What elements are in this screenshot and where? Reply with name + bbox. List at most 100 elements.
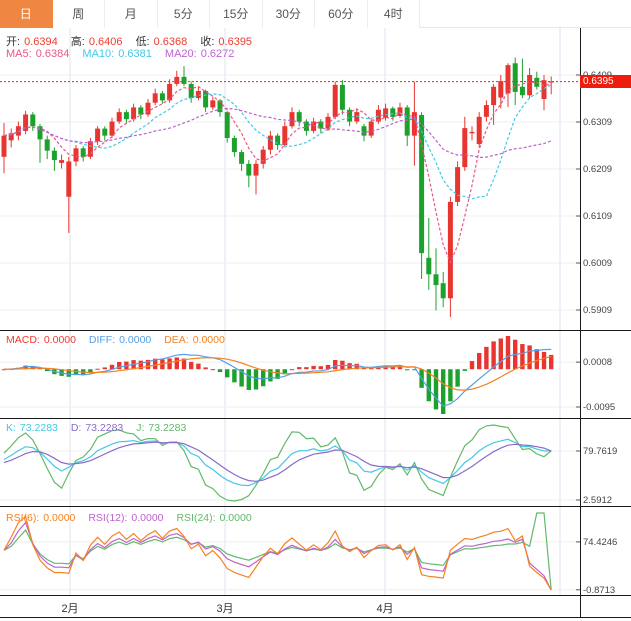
candle-body bbox=[210, 100, 216, 108]
candle-body bbox=[491, 86, 497, 106]
macd-bar bbox=[527, 345, 532, 370]
macd-bar bbox=[196, 363, 201, 370]
candle-body bbox=[260, 149, 266, 164]
candle-body bbox=[527, 75, 533, 96]
macd-bar bbox=[210, 369, 215, 371]
chart-svg: 0.64090.63090.62090.61090.60090.59090.00… bbox=[0, 28, 631, 618]
macd-bar bbox=[37, 368, 43, 370]
y-tick-label: 0.0008 bbox=[583, 357, 612, 368]
macd-bar bbox=[491, 341, 496, 370]
candle-body bbox=[66, 161, 72, 197]
macd-bar bbox=[253, 369, 259, 390]
macd-bar bbox=[117, 361, 122, 370]
candle-body bbox=[109, 121, 115, 136]
macd-bar bbox=[232, 369, 237, 383]
candle-body bbox=[512, 63, 518, 92]
candle-body bbox=[397, 107, 403, 116]
macd-bar bbox=[376, 367, 381, 370]
macd-bar bbox=[433, 369, 439, 410]
macd-bar bbox=[448, 369, 453, 402]
tab-15min[interactable]: 15分 bbox=[210, 0, 263, 28]
y-tick-label: 0.6009 bbox=[583, 258, 612, 269]
candle-body bbox=[383, 108, 389, 118]
indicator-line bbox=[3, 424, 552, 502]
macd-bar bbox=[45, 369, 50, 372]
macd-bar bbox=[549, 354, 554, 370]
candle-body bbox=[231, 137, 237, 153]
macd-bar bbox=[520, 344, 525, 370]
y-tick-label: 2.5912 bbox=[583, 495, 612, 506]
candle-body bbox=[462, 128, 468, 168]
tab-30min[interactable]: 30分 bbox=[262, 0, 315, 28]
macd-bar bbox=[318, 366, 323, 370]
candle-body bbox=[498, 81, 504, 98]
candle-body bbox=[159, 93, 165, 101]
candle-body bbox=[505, 65, 511, 94]
tab-4hour[interactable]: 4时 bbox=[367, 0, 420, 28]
candle-body bbox=[390, 108, 396, 117]
tab-week[interactable]: 周 bbox=[52, 0, 105, 28]
candle-body bbox=[116, 112, 122, 122]
tab-day[interactable]: 日 bbox=[0, 0, 53, 28]
period-tabbar: 日 周 月 5分 15分 30分 60分 4时 bbox=[0, 0, 631, 28]
indicator-line bbox=[3, 438, 552, 487]
macd-bar bbox=[167, 358, 172, 370]
candle-body bbox=[303, 121, 309, 131]
macd-bar bbox=[282, 369, 287, 375]
macd-bar bbox=[477, 352, 482, 370]
last-price-badge: 0.6395 bbox=[580, 75, 631, 89]
tab-month[interactable]: 月 bbox=[105, 0, 158, 28]
macd-bar bbox=[441, 369, 446, 414]
tab-5min[interactable]: 5分 bbox=[157, 0, 210, 28]
indicator-line bbox=[3, 441, 552, 482]
macd-bar bbox=[268, 369, 273, 382]
candle-body bbox=[246, 163, 252, 176]
candle-body bbox=[411, 112, 417, 136]
candle-body bbox=[483, 105, 489, 117]
candle-body bbox=[30, 114, 36, 127]
macd-bar bbox=[505, 336, 511, 370]
macd-bar bbox=[239, 369, 244, 387]
candle-body bbox=[541, 80, 547, 99]
y-tick-label: -0.0095 bbox=[583, 402, 615, 413]
candle-body bbox=[8, 133, 14, 141]
candle-body bbox=[239, 152, 245, 164]
indicator-line bbox=[3, 512, 552, 591]
candle-body bbox=[447, 201, 453, 299]
chart-canvas[interactable]: 0.64090.63090.62090.61090.60090.59090.00… bbox=[0, 28, 631, 621]
macd-bar bbox=[246, 369, 251, 390]
macd-bar bbox=[153, 358, 158, 370]
candle-body bbox=[23, 114, 29, 131]
candle-body bbox=[282, 126, 288, 146]
tab-60min[interactable]: 60分 bbox=[315, 0, 368, 28]
macd-bar bbox=[498, 338, 503, 370]
y-tick-label: 0.5909 bbox=[583, 305, 612, 316]
macd-bar bbox=[174, 357, 179, 370]
candle-body bbox=[87, 141, 93, 157]
macd-bar bbox=[66, 369, 71, 377]
macd-bar bbox=[181, 358, 187, 370]
candle-body bbox=[419, 114, 425, 254]
macd-bar bbox=[390, 367, 395, 370]
macd-bar bbox=[289, 369, 295, 371]
macd-bar bbox=[484, 346, 489, 370]
candle-body bbox=[174, 76, 180, 84]
y-tick-label: -0.8713 bbox=[583, 585, 615, 596]
macd-bar bbox=[354, 363, 359, 370]
candle-body bbox=[51, 150, 57, 161]
candle-body bbox=[455, 167, 461, 202]
candle-body bbox=[80, 148, 86, 157]
candle-body bbox=[361, 126, 367, 136]
candle-body bbox=[404, 107, 410, 136]
macd-bar bbox=[397, 366, 403, 370]
candle-body bbox=[296, 112, 302, 122]
macd-bar bbox=[426, 369, 431, 402]
candle-body bbox=[548, 81, 554, 83]
candle-body bbox=[188, 83, 194, 99]
candle-body bbox=[181, 76, 187, 84]
candle-body bbox=[44, 139, 50, 151]
y-tick-label: 0.6109 bbox=[583, 211, 612, 222]
candle-body bbox=[203, 90, 209, 108]
candle-body bbox=[469, 131, 475, 134]
